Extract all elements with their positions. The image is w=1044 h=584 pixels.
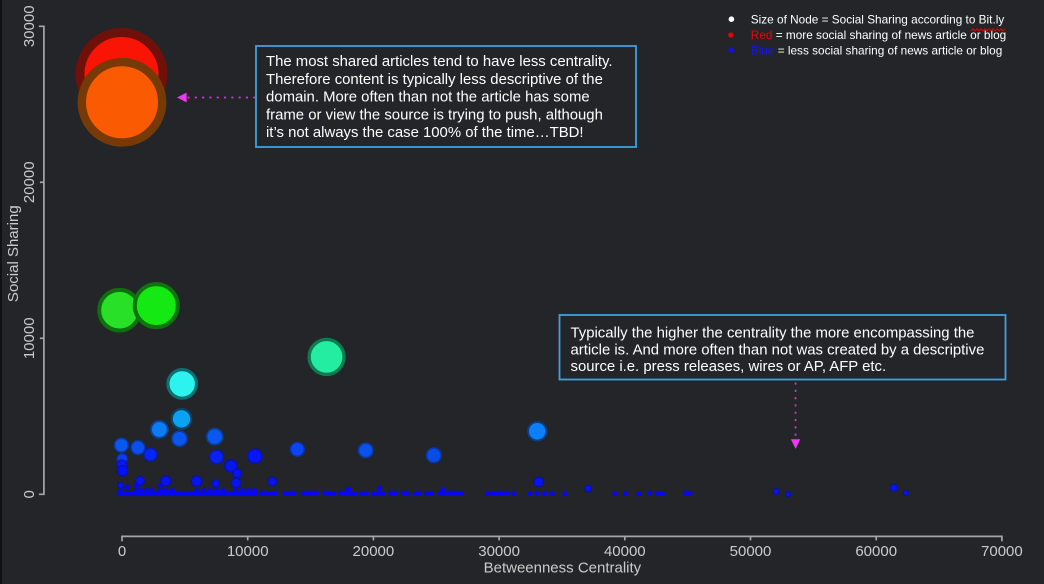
svg-text:it’s not always the case 100%: it’s not always the case 100% of the tim… — [266, 125, 584, 141]
svg-text:Red = more social sharing of n: Red = more social sharing of news articl… — [751, 28, 1006, 42]
svg-text:30000: 30000 — [478, 543, 520, 560]
svg-text:10000: 10000 — [227, 543, 269, 560]
svg-text:Blue = less social sharing of: Blue = less social sharing of news artic… — [751, 43, 1002, 57]
svg-text:The most shared articles tend: The most shared articles tend to have le… — [266, 54, 613, 70]
svg-text:frame or view the source is tr: frame or view the source is trying to pu… — [266, 107, 603, 123]
svg-text:Therefore content is typically: Therefore content is typically less desc… — [266, 72, 603, 88]
svg-text:0: 0 — [21, 490, 38, 498]
svg-text:Size of Node = Social Sharing: Size of Node = Social Sharing according … — [751, 12, 1005, 26]
svg-text:Typically the higher the centr: Typically the higher the centrality the … — [571, 326, 975, 342]
svg-text:10000: 10000 — [21, 317, 38, 359]
svg-text:0: 0 — [118, 543, 126, 560]
svg-text:source i.e. press releases, wi: source i.e. press releases, wires or AP,… — [571, 359, 887, 375]
svg-text:70000: 70000 — [981, 543, 1023, 560]
svg-text:Social Sharing: Social Sharing — [5, 205, 22, 302]
svg-text:domain. More often than not th: domain. More often than not the article … — [266, 90, 590, 106]
svg-text:20000: 20000 — [353, 543, 395, 560]
svg-text:20000: 20000 — [21, 161, 38, 203]
svg-text:60000: 60000 — [855, 543, 897, 560]
svg-text:article is. And more often tha: article is. And more often than not was … — [571, 342, 985, 358]
svg-text:Betweenness Centrality: Betweenness Centrality — [484, 560, 642, 577]
svg-text:30000: 30000 — [21, 5, 38, 47]
svg-text:40000: 40000 — [604, 543, 646, 560]
svg-text:50000: 50000 — [730, 543, 772, 560]
